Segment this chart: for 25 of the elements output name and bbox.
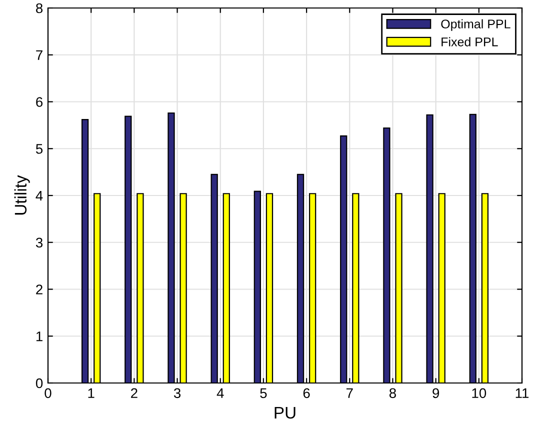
legend-label: Optimal PPL (441, 19, 510, 31)
y-tick-label: 7 (36, 50, 42, 60)
y-tick-label: 8 (36, 3, 43, 14)
y-tick-label: 1 (36, 332, 42, 342)
x-tick-label: 4 (216, 388, 224, 398)
x-tick-label: 6 (303, 388, 310, 398)
x-tick-label: 9 (432, 388, 440, 398)
x-tick-label: 11 (516, 388, 529, 398)
y-tick-label: 6 (36, 97, 43, 107)
x-tick-label: 10 (472, 388, 486, 398)
y-tick-label: 5 (36, 144, 43, 154)
x-tick-label: 5 (260, 388, 267, 398)
x-tick-label: 3 (174, 388, 181, 398)
x-tick-label: 1 (88, 388, 94, 398)
x-tick-label: 0 (44, 388, 52, 398)
y-tick-label: 3 (36, 238, 43, 248)
y-tick-label: 0 (36, 378, 43, 388)
y-tick-label: 4 (36, 190, 43, 201)
x-tick-label: 8 (389, 388, 396, 398)
x-axis-title: PU (274, 406, 296, 419)
legend-label: Fixed PPL (442, 37, 498, 46)
x-tick-label: 7 (346, 388, 353, 398)
y-axis-title: Utility (14, 175, 30, 215)
x-tick-label: 2 (131, 388, 138, 398)
y-tick-label: 2 (36, 284, 42, 294)
